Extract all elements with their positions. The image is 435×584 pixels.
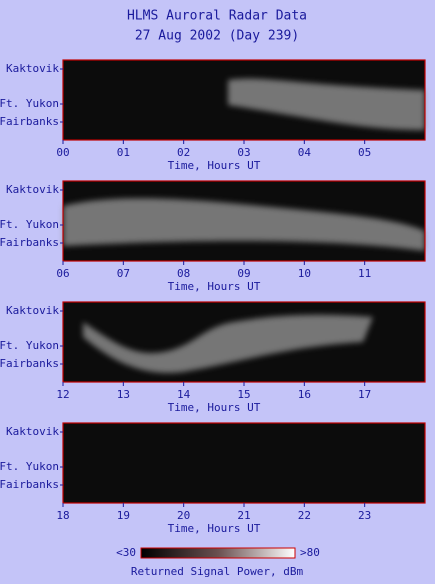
- x-axis-label: Time, Hours UT: [168, 280, 261, 293]
- x-tick-label: 21: [237, 509, 250, 522]
- x-tick-label: 07: [117, 267, 130, 280]
- y-tick-label: Fairbanks: [0, 115, 59, 128]
- x-tick-label: 10: [298, 267, 311, 280]
- y-tick-label: Kaktovik: [6, 304, 59, 317]
- x-tick-label: 23: [358, 509, 371, 522]
- x-tick-label: 06: [56, 267, 69, 280]
- title: HLMS Auroral Radar Data: [127, 9, 307, 24]
- x-axis-label: Time, Hours UT: [168, 522, 261, 535]
- panel: Kaktovik Ft. Yukon Fairbanks 06 07 08 09 10 11 Ti…: [0, 180, 426, 293]
- subtitle: 27 Aug 2002 (Day 239): [135, 29, 299, 44]
- x-axis-label: Time, Hours UT: [168, 401, 261, 414]
- y-tick-label: Kaktovik: [6, 425, 59, 438]
- y-tick-label: Ft. Yukon: [0, 218, 59, 231]
- x-tick-label: 19: [117, 509, 130, 522]
- signal-region: [63, 198, 425, 251]
- y-tick-label: Ft. Yukon: [0, 339, 59, 352]
- panel: Kaktovik Ft. Yukon Fairbanks 12 13 14 15 16 17 Ti…: [0, 301, 426, 414]
- signal-region: [228, 78, 425, 130]
- colorbar-label: Returned Signal Power, dBm: [131, 565, 304, 578]
- x-tick-label: 08: [177, 267, 190, 280]
- y-tick-label: Kaktovik: [6, 62, 59, 75]
- x-tick-label: 01: [117, 146, 130, 159]
- x-tick-label: 09: [237, 267, 250, 280]
- x-tick-label: 12: [56, 388, 69, 401]
- x-tick-label: 05: [358, 146, 371, 159]
- x-tick-label: 04: [298, 146, 312, 159]
- y-tick-label: Kaktovik: [6, 183, 59, 196]
- signal-region: [83, 314, 373, 373]
- colorbar-tick: <30: [116, 546, 136, 559]
- colorbar-tick: >80: [300, 546, 320, 559]
- x-tick-label: 13: [117, 388, 130, 401]
- x-axis-label: Time, Hours UT: [168, 159, 261, 172]
- y-tick-label: Ft. Yukon: [0, 97, 59, 110]
- y-tick-label: Ft. Yukon: [0, 460, 59, 473]
- x-tick-label: 14: [177, 388, 191, 401]
- colorbar: [140, 547, 296, 559]
- y-tick-label: Fairbanks: [0, 236, 59, 249]
- y-tick-label: Fairbanks: [0, 478, 59, 491]
- x-tick-label: 17: [358, 388, 371, 401]
- x-tick-label: 02: [177, 146, 190, 159]
- panel: Kaktovik Ft. Yukon Fairbanks 00 01 02 03 04 05 Ti…: [0, 59, 426, 172]
- x-tick-label: 16: [298, 388, 311, 401]
- x-tick-label: 18: [56, 509, 69, 522]
- x-tick-label: 00: [56, 146, 69, 159]
- x-tick-label: 03: [237, 146, 250, 159]
- x-tick-label: 11: [358, 267, 371, 280]
- x-tick-label: 15: [237, 388, 250, 401]
- panel: Kaktovik Ft. Yukon Fairbanks 18 19 20 21 22 23 Ti…: [0, 422, 426, 535]
- heatmap: [63, 423, 425, 503]
- x-tick-label: 22: [298, 509, 311, 522]
- x-tick-label: 20: [177, 509, 190, 522]
- y-tick-label: Fairbanks: [0, 357, 59, 370]
